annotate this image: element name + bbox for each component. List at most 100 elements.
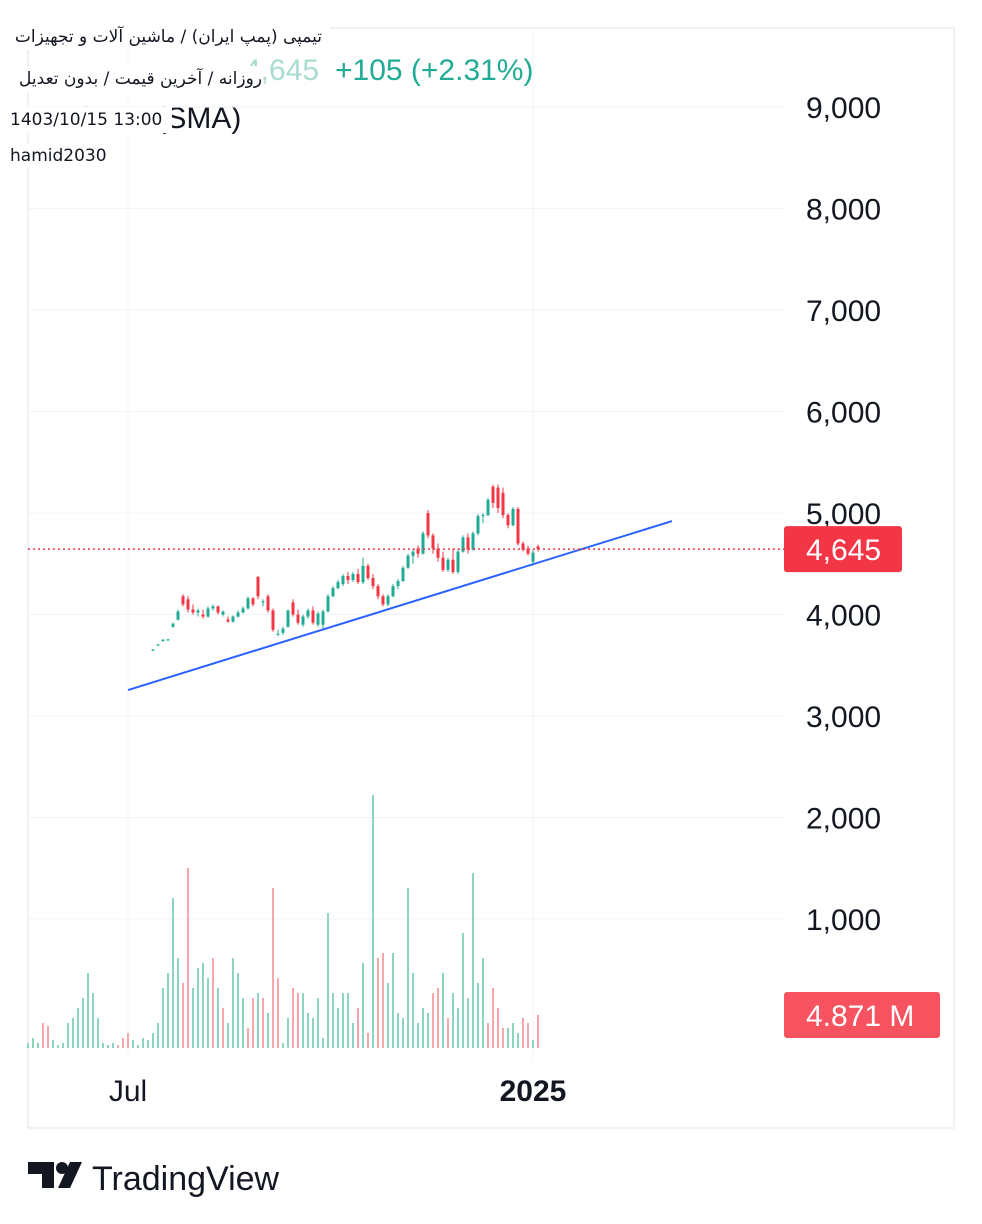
volume-bar xyxy=(32,1037,34,1048)
candle-body xyxy=(296,614,300,623)
y-tick-label: 2,000 xyxy=(806,802,881,835)
candle-body xyxy=(521,543,525,550)
volume-bar xyxy=(142,1037,144,1048)
candle-body xyxy=(256,576,260,597)
volume-bar xyxy=(427,1012,429,1048)
candle-body xyxy=(206,608,210,617)
settings: روزانه / آخرین قیمت / بدون تعدیل xyxy=(0,66,262,92)
volume-bar xyxy=(147,1040,149,1048)
candle-body xyxy=(361,565,365,583)
candle-body xyxy=(386,596,390,605)
candle-body xyxy=(426,513,430,536)
volume-bar xyxy=(272,887,274,1048)
volume-bar xyxy=(362,962,364,1048)
candle-body xyxy=(251,598,255,605)
candle-body xyxy=(181,596,185,605)
chart-frame xyxy=(27,27,955,1129)
candle-body xyxy=(496,487,500,508)
y-tick-label: 5,000 xyxy=(806,498,881,531)
candle-body xyxy=(476,516,480,534)
volume-bar xyxy=(127,1033,129,1048)
volume-bar xyxy=(202,962,204,1048)
volume-bar xyxy=(462,933,464,1048)
volume-bar xyxy=(327,912,329,1048)
candle-body xyxy=(336,582,340,589)
volume-bar xyxy=(27,1042,29,1048)
volume-bar xyxy=(377,958,379,1048)
candle-body xyxy=(421,533,425,554)
volume-bar xyxy=(527,1022,529,1048)
last-price-badge xyxy=(784,526,902,573)
volume-bar xyxy=(242,997,244,1048)
brand-name: TradingView xyxy=(92,1160,280,1198)
volume-bar xyxy=(502,1028,504,1048)
volume-bar xyxy=(432,992,434,1048)
volume-bar xyxy=(297,992,299,1048)
volume-bar xyxy=(162,987,164,1048)
candle-body xyxy=(401,567,405,582)
volume-bar xyxy=(222,1008,224,1048)
candle-body xyxy=(281,628,285,633)
candle-body xyxy=(491,486,495,503)
candle-body xyxy=(166,639,170,641)
trend-line xyxy=(127,520,673,691)
y-tick-label: 9,000 xyxy=(806,92,881,125)
candle-body xyxy=(441,557,445,570)
volume-bar xyxy=(467,997,469,1048)
volume-bar xyxy=(332,992,334,1048)
candle-body xyxy=(306,610,310,617)
candle-body xyxy=(196,610,200,613)
volume-bar xyxy=(522,1017,524,1048)
candle-body xyxy=(176,611,180,620)
volume-bar xyxy=(302,992,304,1048)
volume-bar xyxy=(422,1008,424,1048)
volume-bar xyxy=(442,972,444,1048)
candle-body xyxy=(456,551,460,572)
candle-body xyxy=(201,614,205,617)
volume-bar xyxy=(337,1008,339,1048)
volume-bar xyxy=(207,978,209,1048)
y-tick-label: 3,000 xyxy=(806,701,881,734)
volume-bar xyxy=(132,1040,134,1048)
volume-bar xyxy=(152,1033,154,1048)
y-tick-label: 4,000 xyxy=(806,600,881,633)
volume-bar xyxy=(92,992,94,1048)
candle-body xyxy=(271,610,275,630)
candle-body xyxy=(261,601,265,603)
candle-body xyxy=(396,581,400,587)
candle-body xyxy=(151,649,155,651)
candle-body xyxy=(516,508,520,544)
candle-body xyxy=(356,573,360,583)
volume-bar xyxy=(412,972,414,1048)
volume-bar xyxy=(212,958,214,1048)
volume-bar xyxy=(477,983,479,1048)
volume-bar xyxy=(507,1028,509,1048)
volume-bar xyxy=(217,987,219,1048)
volume-bar xyxy=(407,887,409,1048)
timestamp: 1403/10/15 13:00 xyxy=(0,107,172,133)
candle-body xyxy=(371,578,375,587)
volume-bar xyxy=(52,1040,54,1048)
author: hamid2030 xyxy=(0,143,110,169)
volume-bar xyxy=(47,1025,49,1048)
last-volume-label: 4.871 M xyxy=(806,1000,914,1033)
volume-bar xyxy=(497,1008,499,1048)
volume-bar xyxy=(137,1045,139,1048)
candle-body xyxy=(341,575,345,585)
volume-bar xyxy=(397,1012,399,1048)
volume-bar xyxy=(282,1042,284,1048)
candle-body xyxy=(436,548,440,558)
volume-bar xyxy=(182,983,184,1048)
volume-bar xyxy=(112,1042,114,1048)
volume-bar xyxy=(72,1017,74,1048)
volume-bar xyxy=(247,1028,249,1048)
candle-body xyxy=(331,588,335,597)
volume-bar xyxy=(267,1012,269,1048)
candle-body xyxy=(531,552,535,562)
volume-bar xyxy=(312,1017,314,1048)
volume-bar xyxy=(97,1017,99,1048)
y-tick-label: 1,000 xyxy=(806,904,881,937)
y-tick-label: 6,000 xyxy=(806,397,881,430)
